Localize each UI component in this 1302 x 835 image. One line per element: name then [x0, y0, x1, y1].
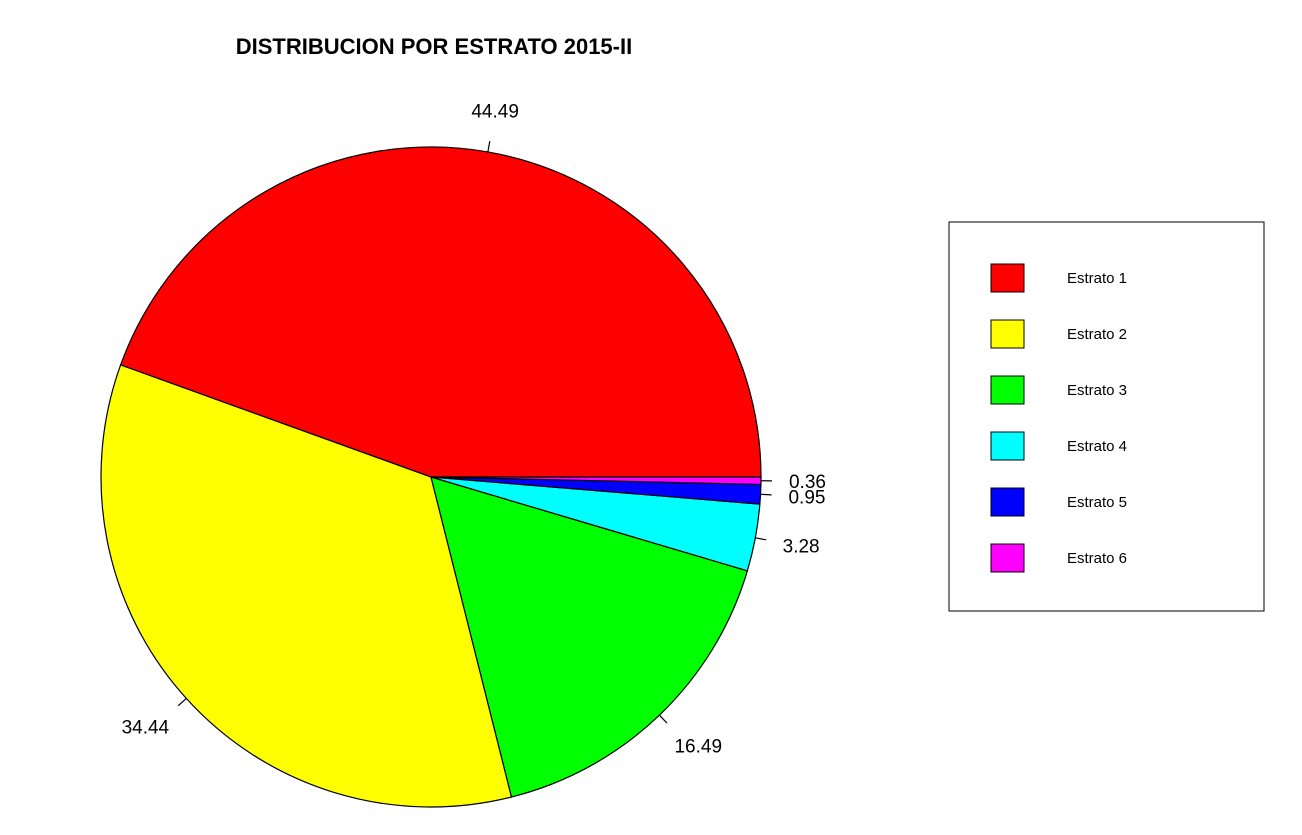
legend-swatch-2: [990, 319, 1025, 349]
slice-value-label-3: 16.49: [674, 737, 722, 758]
legend-items: Estrato 1 Estrato 2 Estrato 3 Estrato 4 Estr…: [990, 263, 1127, 573]
legend-swatch-6: [990, 543, 1025, 573]
legend-label-3: Estrato 3: [1067, 382, 1127, 399]
slice-value-label-2: 34.44: [122, 718, 170, 739]
slice-value-label-4: 3.28: [783, 537, 820, 558]
pie-slices: [100, 146, 762, 808]
pie-slice-1: [119, 146, 762, 478]
slice-value-label-1: 44.49: [471, 102, 519, 123]
legend: Estrato 1 Estrato 2 Estrato 3 Estrato 4 Estr…: [948, 221, 1265, 612]
legend-label-2: Estrato 2: [1067, 326, 1127, 343]
slice-label-tick-2: [177, 697, 187, 707]
legend-swatch-4: [990, 431, 1025, 461]
slice-label-tick-5: [760, 493, 772, 496]
chart-title: DISTRIBUCION POR ESTRATO 2015-II: [236, 34, 632, 59]
pie-slice-3: [430, 476, 749, 798]
legend-label-5: Estrato 5: [1067, 494, 1127, 511]
slice-label-tick-4: [755, 537, 767, 541]
legend-swatch-5: [990, 487, 1025, 517]
slice-label-tick-3: [658, 714, 668, 724]
pie-value-labels: 44.49 34.44 16.49 3.28 0.950.36: [122, 102, 826, 758]
pie-slice-2: [100, 364, 513, 808]
slice-label-tick-1: [487, 140, 491, 153]
legend-swatch-1: [990, 263, 1025, 293]
legend-label-6: Estrato 6: [1067, 550, 1127, 567]
legend-label-1: Estrato 1: [1067, 270, 1127, 287]
legend-label-4: Estrato 4: [1067, 438, 1127, 455]
slice-value-label-5: 0.95: [788, 488, 825, 509]
slice-value-label-6: 0.36: [789, 472, 826, 493]
legend-swatch-3: [990, 375, 1025, 405]
